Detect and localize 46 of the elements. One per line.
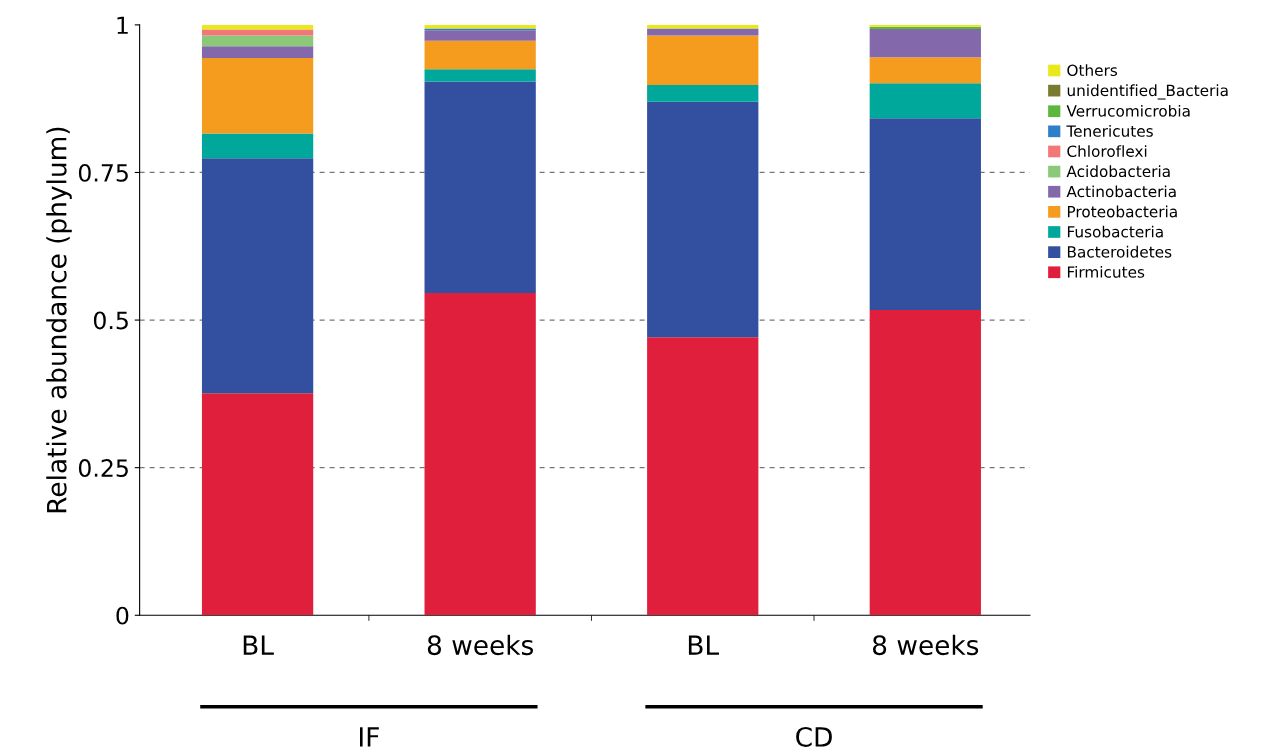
bar	[424, 40, 536, 70]
bar	[201, 158, 314, 394]
legend-label: Tenericutes	[1066, 125, 1153, 137]
legend-label: Actinobacteria	[1066, 185, 1176, 198]
legend-label: Others	[1067, 64, 1118, 77]
bar	[201, 29, 314, 36]
bar	[869, 29, 981, 58]
bar	[647, 28, 759, 36]
y-tick-label: 1	[117, 16, 128, 34]
bar	[201, 393, 314, 616]
bar	[647, 337, 759, 616]
y-axis-title: Relative abundance (phylum)	[46, 127, 72, 513]
bar	[647, 35, 759, 86]
bar	[424, 69, 536, 82]
legend-label: Firmicutes	[1067, 265, 1145, 278]
y-tick-label: 0	[116, 606, 129, 625]
bar	[869, 310, 981, 616]
legend-label: unidentified_Bacteria	[1067, 84, 1228, 100]
bar	[424, 30, 536, 41]
text: IF	[359, 727, 379, 747]
legend-label: Acidobacteria	[1066, 165, 1170, 178]
legend-label: Chloroflexi	[1067, 145, 1147, 157]
legend-label: Bacteroidetes	[1067, 245, 1172, 258]
x-tick-label: BL	[243, 635, 274, 655]
y-tick-label: 0.5	[93, 311, 128, 330]
bar	[869, 118, 981, 311]
bar	[201, 46, 314, 58]
legend-label: Verrucomicrobia	[1066, 104, 1190, 117]
bar	[201, 133, 314, 159]
bar	[201, 57, 314, 134]
x-tick-label: 8 weeks	[872, 634, 979, 656]
bar	[201, 24, 314, 30]
legend-label: Fusobacteria	[1067, 225, 1163, 238]
y-tick-label: 0.75	[78, 163, 128, 182]
bar	[869, 57, 981, 84]
bar	[201, 35, 314, 47]
bar	[424, 81, 536, 293]
bar	[424, 292, 536, 616]
x-tick-label: BL	[688, 635, 719, 655]
bar	[869, 83, 981, 119]
bar	[647, 85, 759, 102]
legend-label: Proteobacteria	[1067, 205, 1177, 218]
bar	[647, 101, 759, 338]
text: CD	[796, 726, 832, 747]
y-tick-label: 0.25	[78, 459, 128, 477]
x-tick-label: 8 weeks	[427, 634, 534, 656]
